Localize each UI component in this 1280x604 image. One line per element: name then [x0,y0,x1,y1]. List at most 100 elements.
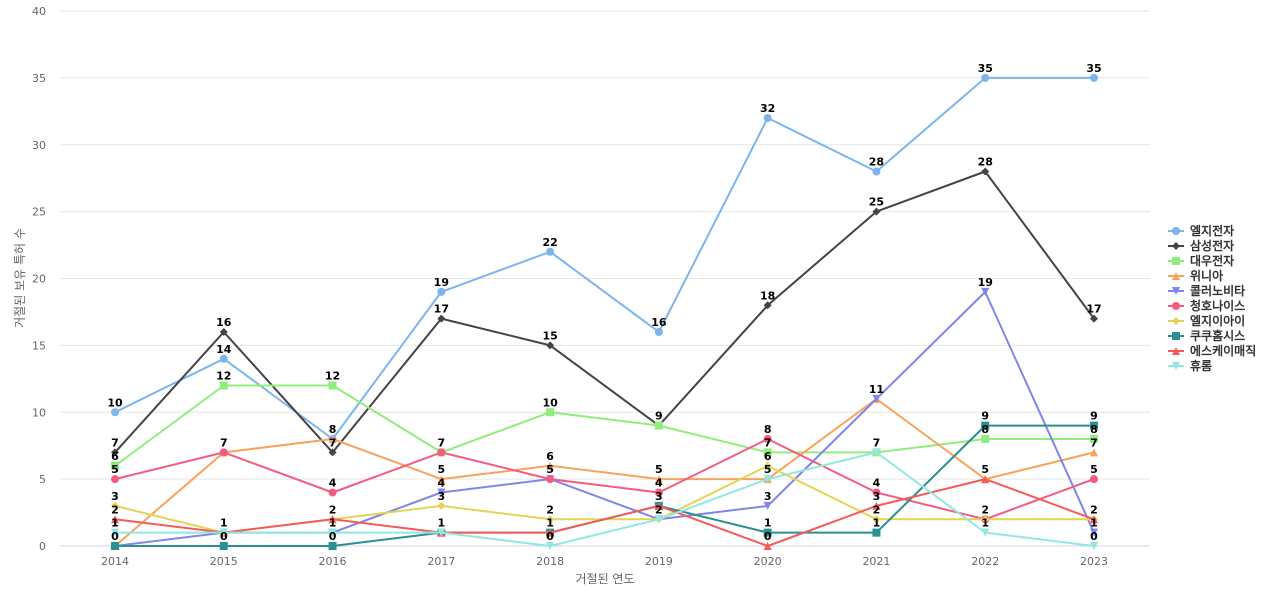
data-point [219,542,228,550]
data-label: 7 [438,436,446,449]
y-tick-label: 25 [32,206,46,219]
series-line [114,397,1095,547]
data-label: 17 [1086,303,1101,316]
legend: 엘지전자삼성전자대우전자위니아콜러노비타청호나이스엘지이아이쿠쿠홈시스에스케이매… [1168,223,1256,373]
data-label: 1 [873,517,881,530]
data-label: 1 [111,517,119,530]
data-label: 35 [1086,62,1101,75]
x-tick-label: 2021 [862,555,890,568]
data-point [546,515,555,524]
series-line [114,478,1095,547]
data-label: 7 [1090,436,1098,449]
data-point [1090,421,1098,430]
data-label: 5 [655,463,663,476]
data-label: 10 [542,396,558,409]
y-tick-label: 40 [32,5,46,18]
series-1 [111,73,1098,443]
data-label: 7 [329,436,337,449]
data-label: 9 [981,410,989,423]
data-label: 0 [220,530,228,543]
x-axis-title: 거절된 연도 [575,572,634,586]
data-point [763,475,772,484]
legend-label: 콜러노비타 [1190,283,1245,298]
data-point [546,542,555,550]
legend-label: 엘지이아이 [1190,313,1245,328]
data-point [981,73,990,82]
legend-item: 삼성전자 [1168,238,1234,253]
x-tick-label: 2020 [754,555,782,568]
data-label: 1 [981,517,989,530]
y-axis-ticks: 0 5 10 15 20 25 30 35 40 [32,5,46,553]
series-6 [111,435,1098,524]
data-label: 11 [869,383,884,396]
data-point [437,528,446,537]
series-10 [111,448,1098,550]
data-label: 12 [325,370,340,383]
data-label: 1 [329,517,337,530]
data-point [763,501,772,510]
data-point [437,287,446,296]
legend-item: 위니아 [1168,268,1223,283]
data-point [1090,435,1098,443]
data-label: 5 [764,463,772,476]
data-label: 16 [216,316,232,329]
legend-marker [1172,227,1180,235]
data-labels: 1076532110161412710128742101917754312215… [107,62,1101,543]
legend-item: 쿠쿠홈시스 [1168,328,1245,343]
legend-label: 엘지전자 [1190,223,1234,238]
data-point [546,408,555,417]
data-point [981,515,990,524]
legend-label: 청호나이스 [1190,298,1245,313]
data-point [981,421,990,430]
data-label: 4 [655,477,663,490]
series-line [114,170,1095,454]
data-point [1090,542,1098,550]
y-tick-label: 35 [32,72,46,85]
data-point [763,461,772,470]
data-point [1090,475,1098,484]
data-label: 7 [764,436,772,449]
data-point [111,408,119,417]
data-point [654,488,663,497]
data-point [437,488,446,497]
data-label: 19 [434,276,449,289]
legend-item: 엘지전자 [1168,223,1234,238]
data-label: 18 [760,289,775,302]
data-point [111,542,119,550]
data-point [654,328,663,336]
data-label: 8 [329,423,337,436]
data-label: 3 [438,490,446,503]
data-point [437,501,446,510]
data-point [111,475,119,484]
legend-marker [1172,317,1180,325]
data-point [111,501,119,510]
data-point [763,301,772,310]
data-label: 2 [1090,503,1098,516]
y-tick-label: 10 [32,406,46,419]
legend-item: 청호나이스 [1168,298,1245,313]
data-label: 1 [546,517,554,530]
data-point [872,448,881,457]
data-point [328,542,337,550]
data-label: 5 [111,463,119,476]
y-tick-label: 15 [32,339,46,352]
x-tick-label: 2018 [536,555,564,568]
y-tick-label: 5 [39,473,46,486]
x-axis-ticks: 2014 2015 2016 2017 2018 2019 2020 2021 2022 2023 [101,555,1108,568]
data-label: 22 [542,236,557,249]
legend-label: 대우전자 [1190,253,1234,268]
data-point [1090,314,1098,323]
data-label: 15 [542,329,557,342]
data-label: 4 [873,477,881,490]
legend-item: 콜러노비타 [1168,283,1245,298]
data-label: 1 [111,517,119,530]
data-point [981,167,990,176]
data-label: 2 [873,503,881,516]
data-point [546,341,555,350]
legend-marker [1172,272,1180,280]
data-point [763,542,772,550]
data-label: 19 [978,276,993,289]
data-point [872,488,881,497]
x-tick-label: 2022 [971,555,999,568]
data-point [981,475,990,484]
